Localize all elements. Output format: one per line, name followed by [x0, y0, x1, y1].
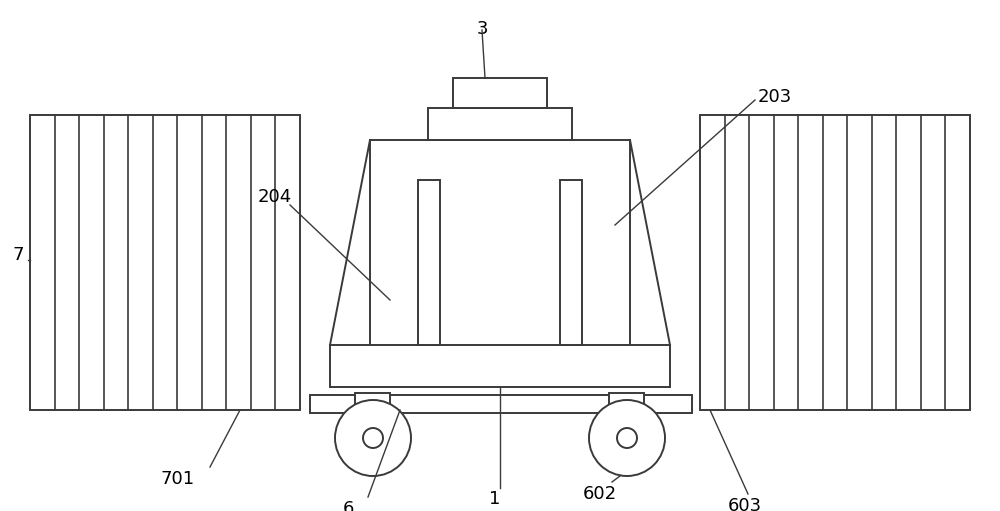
- Text: 6: 6: [342, 500, 354, 511]
- Bar: [30, 115, 300, 410]
- Circle shape: [617, 428, 637, 448]
- Bar: [428, 108, 572, 140]
- Circle shape: [589, 400, 665, 476]
- Bar: [609, 393, 644, 409]
- Bar: [453, 78, 547, 108]
- Bar: [700, 115, 970, 410]
- Text: 1: 1: [489, 490, 501, 508]
- Text: 203: 203: [758, 88, 792, 106]
- Text: 3: 3: [476, 20, 488, 38]
- Text: 602: 602: [583, 485, 617, 503]
- Text: 701: 701: [161, 470, 195, 488]
- Bar: [560, 180, 582, 345]
- Circle shape: [335, 400, 411, 476]
- Text: 7: 7: [12, 246, 24, 264]
- Text: 603: 603: [728, 497, 762, 511]
- Bar: [355, 393, 390, 409]
- Text: 204: 204: [258, 188, 292, 206]
- Bar: [370, 140, 630, 347]
- Circle shape: [363, 428, 383, 448]
- Bar: [310, 395, 692, 413]
- Bar: [418, 180, 440, 345]
- Bar: [330, 345, 670, 387]
